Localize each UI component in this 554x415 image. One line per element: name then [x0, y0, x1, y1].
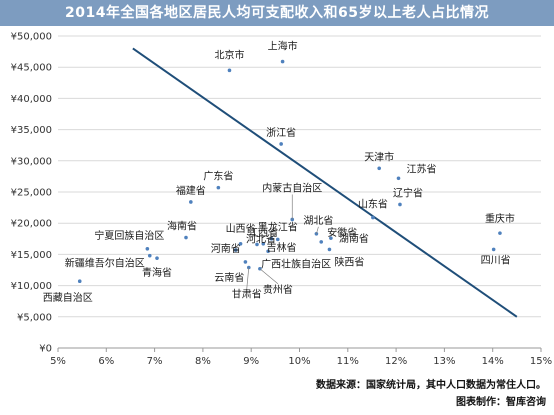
trend-line-group	[132, 47, 518, 318]
data-point	[238, 241, 243, 246]
x-tick-label: 6%	[98, 356, 114, 367]
trend-line	[132, 47, 518, 318]
data-label-leader	[246, 267, 250, 289]
data-label: 山西省	[226, 222, 256, 235]
x-tick-label: 8%	[195, 356, 211, 367]
data-point	[319, 240, 324, 244]
data-label: 安徽省	[327, 226, 357, 239]
data-point	[184, 235, 188, 240]
data-point	[498, 231, 502, 235]
x-tick-label: 7%	[147, 356, 163, 367]
data-point	[189, 200, 193, 204]
x-tick-label: 12%	[385, 356, 407, 367]
data-label: 内蒙古自治区	[262, 181, 322, 194]
data-label: 重庆市	[485, 212, 515, 225]
data-point	[280, 59, 285, 64]
data-label: 福建省	[176, 184, 206, 197]
data-label: 贵州省	[263, 283, 293, 296]
data-label: 甘肃省	[232, 288, 262, 301]
data-label: 河南省	[211, 242, 241, 255]
data-point	[329, 236, 333, 240]
data-label: 河北省	[246, 232, 276, 245]
y-tick-label: ¥20,000	[11, 219, 52, 230]
data-label: 辽宁省	[393, 186, 423, 199]
y-tick-label: ¥15,000	[11, 250, 52, 261]
data-point	[279, 142, 283, 146]
data-label: 湖北省	[303, 214, 333, 227]
data-label: 浙江省	[266, 126, 296, 139]
data-point	[147, 253, 152, 258]
y-tick-label: ¥50,000	[11, 32, 52, 43]
data-point	[327, 247, 332, 252]
y-tick-label: ¥35,000	[11, 125, 52, 136]
y-tick-label: ¥25,000	[11, 188, 52, 199]
data-label: 吉林省	[266, 241, 296, 254]
data-point	[155, 256, 159, 260]
y-tick-label: ¥30,000	[11, 156, 52, 167]
data-point	[266, 249, 270, 254]
x-tick-label: 14%	[482, 356, 504, 367]
y-tick-label: ¥10,000	[11, 281, 52, 292]
data-point	[255, 242, 259, 247]
axes	[57, 347, 542, 352]
data-point	[216, 185, 221, 190]
data-point	[398, 202, 402, 207]
x-tick-label: 5%	[50, 356, 66, 367]
chart-title: 2014年全国各地区居民人均可支配收入和65岁以上老人占比情况	[0, 0, 554, 26]
data-label: 新疆维吾尔自治区	[65, 257, 145, 270]
y-axis-tick-labels: ¥0 ¥5,000 ¥10,000 ¥15,000 ¥20,000 ¥25,000 ¥30,…	[11, 32, 52, 355]
data-point	[261, 241, 266, 246]
scatter-chart: ¥0 ¥5,000 ¥10,000 ¥15,000 ¥20,000 ¥25,000 ¥30,…	[11, 32, 552, 368]
x-tick-label: 15%	[530, 356, 552, 367]
data-label: 广西壮族自治区	[261, 257, 331, 270]
data-point	[243, 260, 248, 264]
data-point	[233, 248, 238, 252]
data-point	[269, 237, 274, 241]
data-label: 广东省	[203, 170, 233, 183]
data-point	[491, 247, 496, 252]
data-label: 陕西省	[334, 255, 364, 268]
x-axis-tick-labels: 5% 6% 7% 8% 9% 10% 11% 12% 13% 14% 15%	[50, 356, 552, 367]
data-point	[377, 166, 381, 171]
data-label: 海南省	[167, 220, 197, 233]
data-label: 上海市	[268, 40, 298, 53]
data-label: 四川省	[481, 253, 511, 266]
data-point	[145, 246, 150, 251]
data-label: 北京市	[214, 48, 244, 61]
data-label: 天津市	[364, 150, 394, 163]
data-point	[371, 215, 375, 220]
data-point	[275, 237, 280, 242]
y-tick-label: ¥5,000	[17, 312, 52, 323]
data-label: 湖南省	[339, 232, 369, 245]
data-point	[227, 68, 232, 73]
x-tick-label: 11%	[337, 356, 359, 367]
data-label: 西藏自治区	[43, 291, 93, 304]
data-source-note: 数据来源：国家统计局，其中人口数据为常住人口。	[316, 380, 546, 391]
y-tick-label: ¥45,000	[11, 63, 52, 74]
x-tick-label: 10%	[288, 356, 310, 367]
chart-credit-note: 图表制作：智库咨询	[456, 397, 546, 408]
data-label: 宁夏回族自治区	[94, 229, 164, 242]
data-label: 山东省	[358, 198, 388, 211]
data-label: 黑龙江省	[258, 220, 298, 233]
data-label: 云南省	[214, 271, 244, 284]
x-tick-label: 13%	[433, 356, 455, 367]
y-tick-label: ¥40,000	[11, 94, 52, 105]
data-label-leader	[259, 268, 279, 285]
data-point	[396, 176, 401, 181]
data-point	[77, 279, 82, 284]
x-tick-label: 9%	[243, 356, 259, 367]
y-tick-label: ¥0	[39, 344, 52, 355]
data-label: 江西省	[248, 226, 278, 239]
data-label-leader	[316, 226, 319, 234]
data-label: 江苏省	[407, 162, 437, 175]
data-label: 青海省	[142, 266, 172, 279]
